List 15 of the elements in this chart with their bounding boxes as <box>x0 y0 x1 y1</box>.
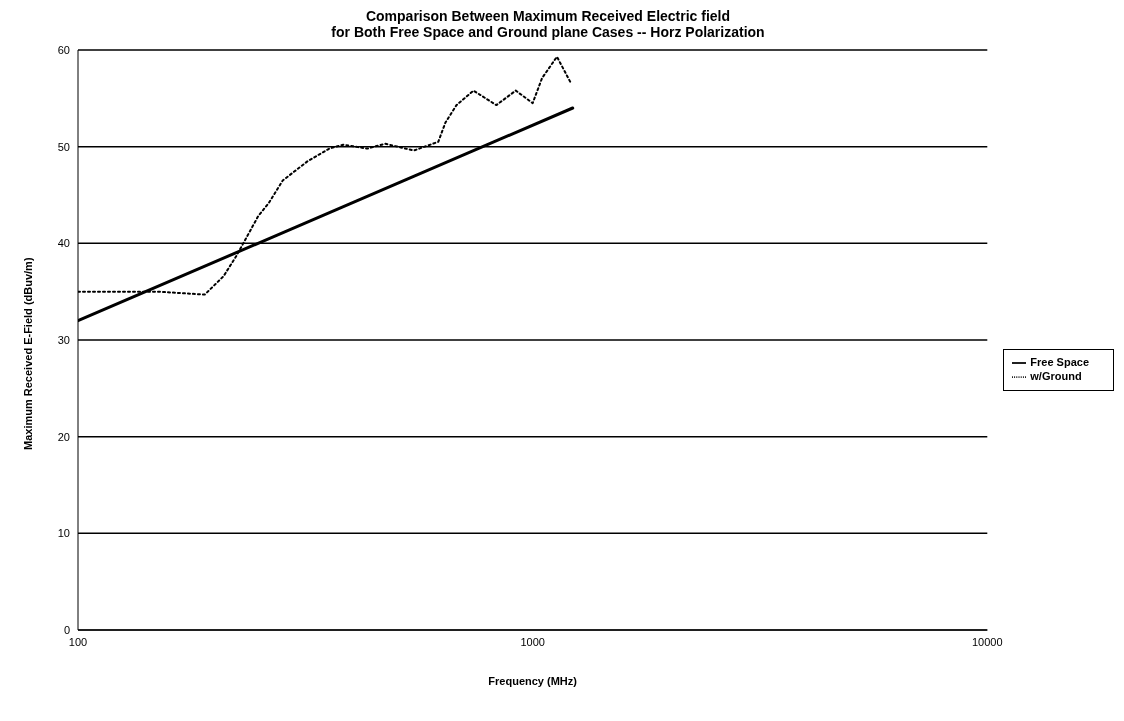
y-tick-label: 50 <box>57 140 70 153</box>
chart-title: Comparison Between Maximum Received Electric field for Both Free Space and Ground plane Cases -- Horz Polarization <box>330 8 766 40</box>
legend-label: w/Ground <box>1030 370 1082 382</box>
y-tick-label: 30 <box>57 333 70 346</box>
y-tick-label: 10 <box>57 527 70 540</box>
legend-label: Free Space <box>1030 355 1089 368</box>
y-tick-label: 0 <box>63 623 70 636</box>
x-tick-label: 100 <box>68 635 88 648</box>
x-tick-label: 1000 <box>520 635 545 648</box>
y-tick-label: 20 <box>57 430 70 443</box>
y-axis-title: Maximum Received E-Field (dBuv/m) <box>21 257 34 450</box>
x-tick-label: 10000 <box>972 635 1003 648</box>
y-tick-label: 40 <box>57 237 70 250</box>
y-tick-label: 60 <box>57 43 70 56</box>
x-axis-title: Frequency (MHz) <box>488 675 578 687</box>
